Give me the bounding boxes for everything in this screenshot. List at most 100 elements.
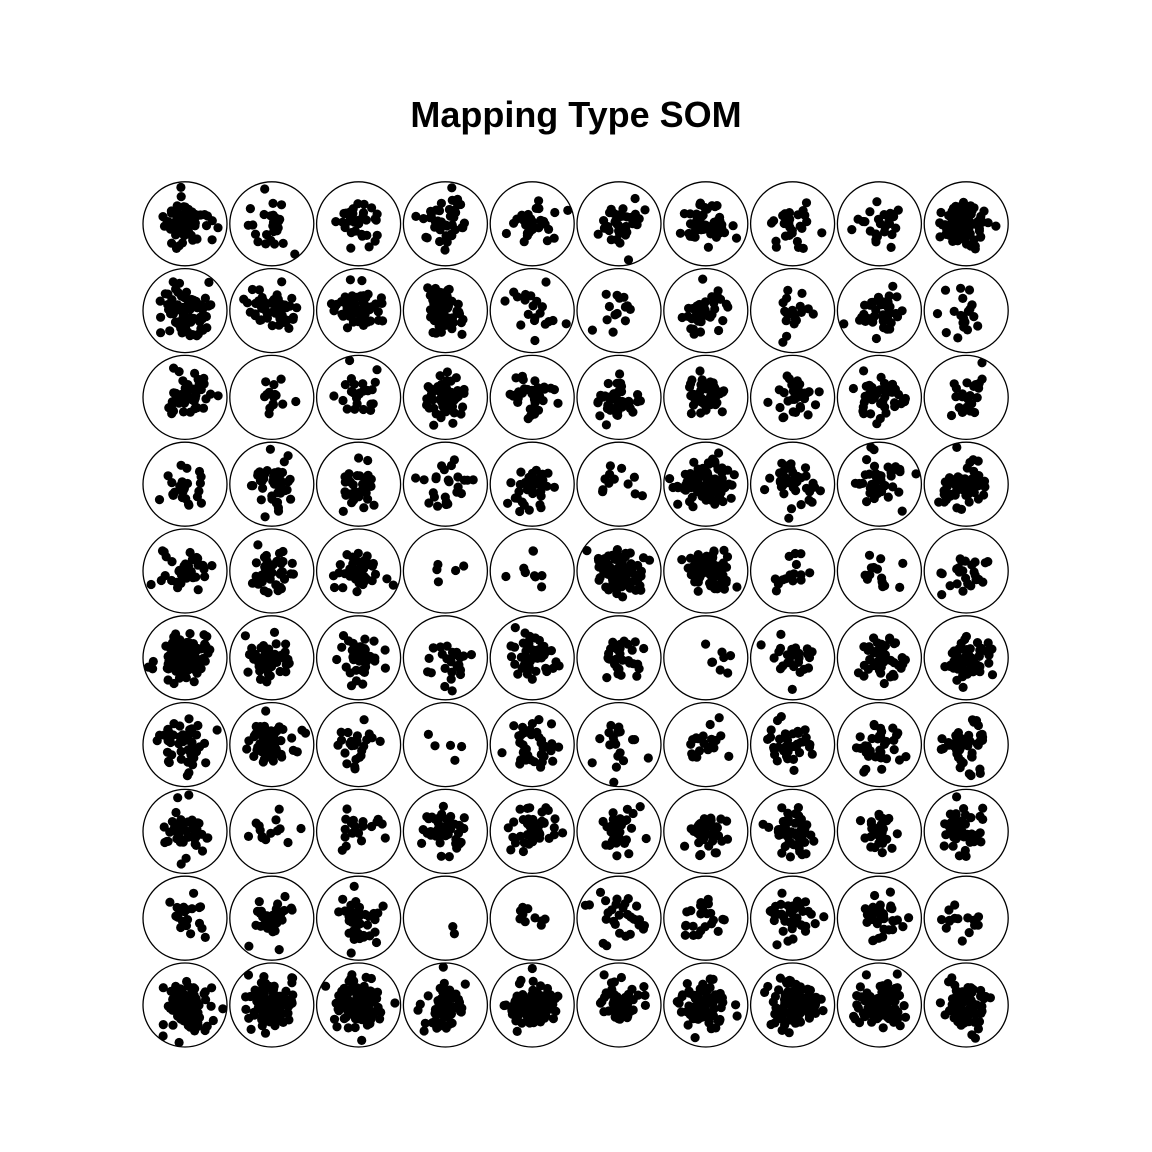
data-point	[790, 818, 800, 828]
som-unit-r10-c4	[402, 181, 489, 267]
data-point	[964, 285, 975, 295]
data-point	[890, 384, 901, 394]
data-point	[340, 748, 350, 758]
data-point	[515, 831, 526, 841]
data-point	[250, 309, 260, 319]
data-point	[686, 570, 696, 580]
data-point	[792, 996, 802, 1007]
data-point	[981, 991, 991, 1002]
data-point	[887, 904, 897, 914]
data-point	[877, 848, 887, 858]
data-point	[899, 1001, 909, 1011]
data-point	[848, 383, 859, 394]
data-point	[732, 582, 742, 592]
data-point	[267, 321, 277, 331]
data-point	[525, 656, 535, 667]
data-point	[707, 558, 717, 568]
data-point	[522, 669, 533, 679]
data-point	[950, 490, 960, 500]
data-point	[158, 1020, 168, 1030]
data-point	[593, 229, 603, 239]
data-point	[358, 379, 368, 389]
data-point	[372, 365, 382, 375]
data-point	[795, 403, 806, 413]
data-point	[853, 1003, 864, 1013]
data-point	[633, 990, 643, 1000]
data-point	[517, 663, 527, 673]
data-point	[892, 312, 903, 322]
data-point	[247, 643, 257, 653]
data-point	[784, 230, 794, 240]
data-point	[975, 828, 985, 838]
data-point	[259, 663, 269, 674]
data-point	[606, 720, 616, 731]
som-unit-circle	[142, 615, 228, 701]
data-point	[854, 1018, 865, 1028]
data-point	[259, 1005, 269, 1015]
data-point	[706, 908, 716, 918]
data-point	[278, 399, 288, 409]
data-point	[770, 910, 780, 921]
data-point	[267, 914, 277, 924]
data-point	[608, 575, 618, 585]
data-point	[796, 549, 806, 559]
data-point	[610, 919, 620, 930]
data-point	[531, 993, 541, 1003]
data-point	[275, 824, 285, 834]
data-point	[888, 925, 898, 935]
data-point	[609, 777, 619, 787]
data-point	[709, 743, 719, 753]
data-point	[866, 817, 877, 827]
data-point	[975, 667, 985, 677]
data-point	[970, 557, 980, 567]
data-point	[346, 948, 356, 958]
data-point	[458, 402, 468, 412]
data-point	[621, 572, 631, 582]
som-unit-circle	[663, 267, 749, 354]
data-point	[731, 1000, 741, 1010]
som-unit-circle	[402, 354, 489, 441]
data-point	[515, 804, 525, 814]
data-point	[957, 556, 967, 566]
data-point	[360, 993, 370, 1003]
data-point	[599, 970, 609, 980]
som-unit-circle	[663, 788, 749, 875]
data-point	[366, 973, 376, 984]
data-point	[692, 752, 702, 762]
data-point	[640, 1000, 651, 1011]
data-point	[283, 1008, 293, 1018]
data-point	[508, 832, 518, 842]
data-point	[779, 994, 790, 1005]
data-point	[344, 916, 354, 926]
som-unit-circle	[229, 528, 315, 614]
data-point	[963, 913, 973, 923]
data-point	[182, 915, 193, 925]
data-point	[513, 397, 523, 407]
data-point	[350, 1022, 360, 1033]
som-unit-circle	[489, 875, 575, 961]
data-point	[247, 284, 257, 295]
data-point	[442, 641, 452, 651]
data-point	[522, 228, 533, 238]
data-point	[945, 581, 955, 591]
som-unit-r2-c2	[229, 875, 315, 961]
data-point	[334, 907, 344, 917]
data-point	[249, 732, 259, 742]
data-point	[537, 478, 547, 488]
data-point	[810, 400, 821, 410]
data-point	[960, 845, 970, 856]
data-point	[340, 380, 350, 390]
data-point	[801, 198, 812, 208]
data-point	[714, 448, 724, 458]
data-point	[352, 399, 362, 409]
data-point	[551, 1006, 561, 1016]
data-point	[176, 182, 186, 192]
data-point	[957, 389, 968, 399]
data-point	[274, 915, 284, 925]
data-point	[715, 1014, 725, 1025]
data-point	[185, 725, 195, 735]
data-point	[340, 219, 350, 229]
data-point	[360, 634, 370, 644]
data-point	[516, 652, 526, 662]
data-point	[798, 906, 808, 917]
